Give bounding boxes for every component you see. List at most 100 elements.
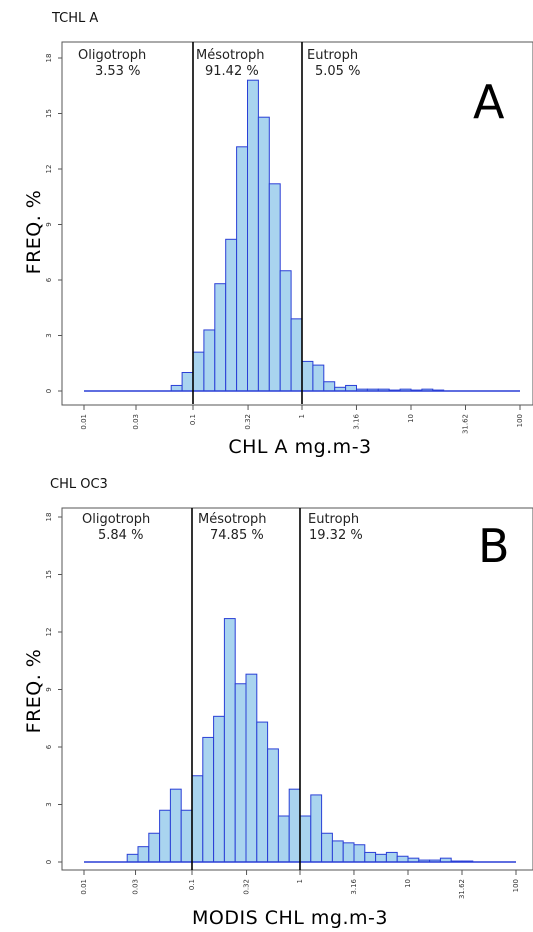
histogram-bar <box>268 183 281 392</box>
histogram-bar <box>353 844 366 863</box>
x-axis-ticks: 0.01 0.03 0.1 0.32 1 3.16 10 31.62 100 <box>80 405 524 434</box>
histogram-bar <box>321 832 333 863</box>
histogram-bar <box>170 384 183 392</box>
x-tick-label: 1 <box>298 414 306 418</box>
x-tick-label: 3.16 <box>352 413 360 429</box>
histogram-bar <box>191 775 204 863</box>
y-tick-label: 0 <box>45 389 53 393</box>
histogram-bar <box>342 842 355 863</box>
y-axis-ticks: 0 3 6 9 12 15 18 <box>45 513 62 864</box>
x-tick-label: 0.32 <box>243 879 251 895</box>
x-tick-label: 0.03 <box>132 879 140 895</box>
histogram-bar <box>396 855 409 863</box>
histogram-bar <box>375 853 387 863</box>
histogram-bar <box>290 318 303 392</box>
histogram-bar <box>169 788 182 863</box>
histogram-bar <box>299 815 312 863</box>
y-tick-label: 6 <box>45 277 53 282</box>
histogram-bar <box>225 238 238 392</box>
histogram-bar <box>148 832 161 863</box>
y-tick-label: 15 <box>45 570 53 579</box>
panel-letter: A <box>473 75 505 129</box>
histogram-bar <box>345 384 358 392</box>
histogram-bar <box>277 815 290 863</box>
histogram-bar <box>256 721 269 863</box>
panel-title: TCHL A <box>51 11 98 26</box>
y-tick-label: 12 <box>45 165 53 174</box>
zone-percent-eutroph: 19.32 % <box>309 528 363 543</box>
x-tick-label: 10 <box>404 879 412 888</box>
histogram-bar <box>385 851 398 863</box>
histogram-bar <box>331 840 344 863</box>
y-tick-label: 9 <box>45 687 53 691</box>
y-tick-label: 3 <box>45 333 53 337</box>
x-tick-label: 0.03 <box>132 414 140 430</box>
histogram-bar <box>159 809 171 863</box>
zone-percent-mesotroph: 91.42 % <box>205 64 259 79</box>
x-tick-label: 3.16 <box>350 878 358 894</box>
y-axis-label: FREQ. % <box>23 190 45 275</box>
histogram-bar <box>137 846 150 863</box>
zone-boundary-lines <box>191 508 301 870</box>
zone-percent-oligotroph: 5.84 % <box>98 528 143 543</box>
zone-percent-oligotroph: 3.53 % <box>95 64 140 79</box>
histogram-bar <box>245 673 258 863</box>
x-tick-label: 10 <box>407 414 415 423</box>
zone-percent-mesotroph: 74.85 % <box>210 528 264 543</box>
histogram-bar <box>257 116 270 392</box>
histogram-bar <box>213 715 225 863</box>
x-axis-label: MODIS CHL mg.m-3 <box>192 907 388 929</box>
histogram-bar <box>223 618 236 863</box>
y-tick-label: 12 <box>45 628 53 637</box>
chart-panel-b: CHL OC3 Oligotroph 5.84 % Mésotroph 74.8… <box>23 477 533 929</box>
zone-name-mesotroph: Mésotroph <box>198 512 267 527</box>
histogram-bar <box>247 79 259 392</box>
x-axis-label: CHL A mg.m-3 <box>228 436 371 458</box>
histogram-bar <box>364 851 377 863</box>
zone-name-mesotroph: Mésotroph <box>196 48 265 63</box>
x-tick-label: 0.01 <box>80 879 88 895</box>
zone-labels: Oligotroph 3.53 % Mésotroph 91.42 % Eutr… <box>78 48 360 79</box>
histogram-bar <box>312 364 325 392</box>
histogram-bar <box>203 329 216 392</box>
histogram-bar <box>288 788 301 863</box>
x-axis-ticks: 0.01 0.03 0.1 0.32 1 3.16 10 31.62 100 <box>80 870 520 899</box>
y-tick-label: 6 <box>45 744 53 749</box>
zone-name-eutroph: Eutroph <box>307 48 358 63</box>
histogram-bar <box>310 794 323 863</box>
histogram-bar <box>181 372 194 392</box>
y-axis-label: FREQ. % <box>23 649 45 734</box>
x-tick-label: 0.1 <box>188 879 196 890</box>
histogram-bar <box>126 853 139 863</box>
zone-labels: Oligotroph 5.84 % Mésotroph 74.85 % Eutr… <box>82 512 363 543</box>
zone-name-eutroph: Eutroph <box>308 512 359 527</box>
x-tick-label: 0.01 <box>80 414 88 430</box>
histogram-bar <box>214 283 227 392</box>
histogram-bar <box>279 270 292 392</box>
x-tick-label: 31.62 <box>458 879 466 899</box>
x-tick-label: 0.1 <box>189 414 197 425</box>
x-tick-label: 1 <box>296 879 304 883</box>
y-tick-label: 3 <box>45 802 53 806</box>
histogram-bar <box>180 809 193 863</box>
zone-name-oligotroph: Oligotroph <box>82 512 150 527</box>
histogram-bar <box>192 351 205 392</box>
y-tick-label: 18 <box>45 513 53 522</box>
histogram-bar <box>234 683 247 863</box>
x-tick-label: 0.32 <box>244 414 252 430</box>
x-tick-label: 100 <box>512 879 520 892</box>
y-tick-label: 9 <box>45 222 53 226</box>
y-tick-label: 0 <box>45 860 53 864</box>
x-tick-label: 100 <box>516 414 524 427</box>
histogram-bar <box>323 381 336 392</box>
y-tick-label: 15 <box>45 109 53 118</box>
y-axis-ticks: 0 3 6 9 12 15 18 <box>45 54 62 393</box>
chart-panel-a: TCHL A Oligotroph 3.53 % Mésotroph 91.42… <box>23 11 533 458</box>
histogram-bar <box>236 146 249 392</box>
histogram-bar <box>301 360 314 392</box>
histogram-bar <box>267 748 279 863</box>
panel-title: CHL OC3 <box>50 477 108 492</box>
zone-boundary-lines <box>192 42 303 404</box>
x-tick-label: 31.62 <box>461 414 469 434</box>
